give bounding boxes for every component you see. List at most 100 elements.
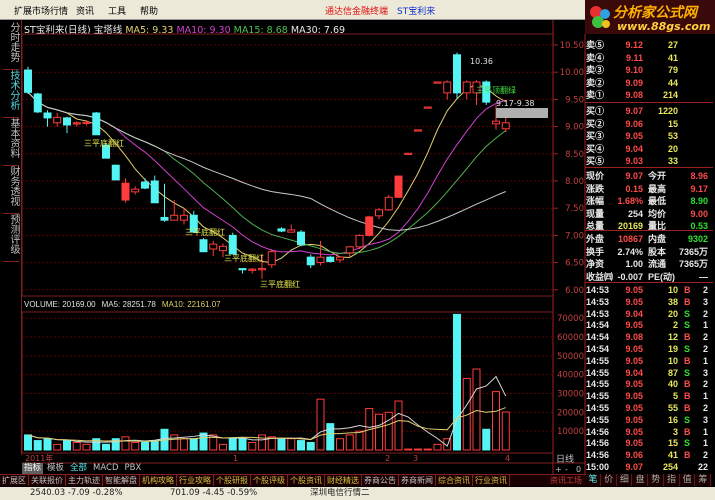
tick-tab[interactable]: 势 bbox=[649, 474, 664, 486]
tab-financials[interactable]: 财务透视 bbox=[3, 166, 19, 214]
top-signal-label: 三平顶翻绿 bbox=[476, 86, 516, 95]
candle bbox=[24, 66, 32, 94]
candle bbox=[394, 175, 403, 198]
candle-body bbox=[170, 214, 179, 221]
volume-bar bbox=[131, 441, 140, 451]
trade-tick-cell: B bbox=[684, 450, 691, 461]
tab-all[interactable]: 全部 bbox=[70, 463, 88, 473]
reset-button[interactable]: 0 bbox=[576, 465, 581, 474]
ext-tab[interactable]: 智能解盘 bbox=[103, 475, 140, 486]
ext-tab[interactable]: 主力轨迹 bbox=[66, 475, 103, 486]
tick-tab[interactable]: 筹 bbox=[696, 474, 711, 486]
candle bbox=[404, 152, 413, 155]
tab-technical[interactable]: 技术分析 bbox=[3, 70, 19, 118]
trade-tick-cell: S bbox=[684, 438, 691, 449]
trade-tick-cell: 1 bbox=[702, 438, 708, 449]
quote-row-cell: 最高 bbox=[648, 183, 667, 194]
ext-tab[interactable]: 机构攻略 bbox=[140, 475, 177, 486]
zoom-in-button[interactable]: + bbox=[555, 465, 562, 474]
tick-tab[interactable]: 笔 bbox=[586, 474, 601, 486]
target-range-box bbox=[496, 108, 548, 118]
candle-body bbox=[180, 214, 188, 221]
ext-tab[interactable]: 个股资讯 bbox=[288, 475, 325, 486]
ext-tab[interactable]: 券商新闻 bbox=[399, 475, 436, 486]
tick-tab[interactable]: 指 bbox=[665, 474, 680, 486]
extension-tab-strip: 扩展区 关联报价 主力轨迹 智能解盘 机构攻略 行业攻略 个股研报 个股评级 个股资讯 财经精选券… bbox=[0, 475, 510, 486]
volume-bar bbox=[63, 440, 71, 451]
tab-intraday[interactable]: 分时走势 bbox=[3, 22, 19, 70]
period-label[interactable]: 日线 bbox=[556, 453, 574, 465]
candle-body bbox=[209, 243, 218, 250]
quote-row: 换手 2.74% 股本 7365万 bbox=[586, 246, 712, 258]
tick-tab[interactable]: 细 bbox=[617, 474, 633, 486]
trade-tick: 14:55 9.05 40 B 2 bbox=[586, 378, 712, 390]
menu-news[interactable]: 资讯 bbox=[76, 7, 95, 17]
bid-level-cell: 9.03 bbox=[625, 156, 643, 166]
trade-tick-cell: S bbox=[684, 344, 691, 354]
trade-tick-cell: 14:54 bbox=[586, 320, 610, 331]
tab-fundamentals[interactable]: 基本资料 bbox=[3, 118, 19, 166]
ext-tab[interactable]: 个股评级 bbox=[251, 475, 288, 486]
trade-tick-cell: 14:54 bbox=[586, 332, 610, 343]
trade-tick-cell: 14:56 bbox=[586, 450, 610, 461]
ma15-value: MA15: 8.68 bbox=[233, 25, 288, 36]
tab-indicator[interactable]: 指标 bbox=[22, 463, 44, 474]
candle-body bbox=[189, 214, 198, 233]
volume-bar bbox=[209, 434, 218, 451]
info-workshop-button[interactable]: 资讯工场 bbox=[550, 476, 582, 485]
ext-tab[interactable]: 关联报价 bbox=[29, 475, 66, 486]
tab-template[interactable]: 模板 bbox=[47, 463, 65, 473]
ext-tab[interactable]: 个股研报 bbox=[214, 475, 251, 486]
ext-tab[interactable]: 扩展区 bbox=[0, 475, 29, 486]
tick-tab[interactable]: 盘 bbox=[633, 474, 649, 486]
volume-bar bbox=[384, 411, 393, 451]
ext-tab[interactable]: 综合资讯 bbox=[436, 475, 473, 486]
candle-body bbox=[414, 129, 422, 132]
volume-bar bbox=[375, 413, 383, 451]
quote-row-cell: 7365万 bbox=[678, 259, 708, 270]
volume-bar bbox=[287, 438, 296, 451]
x-label-year: 2011年 bbox=[25, 453, 53, 463]
candle-body bbox=[316, 256, 325, 264]
ext-tab[interactable]: 财经精选 bbox=[325, 475, 362, 486]
status-bar: 2540.03 -7.09 -0.28% 701.09 -4.45 -0.59%… bbox=[0, 487, 715, 500]
quote-row: 涨跌 0.15 最高 9.17 bbox=[586, 183, 712, 195]
volume-axis-label: 70000 bbox=[557, 314, 584, 324]
volume-bar bbox=[492, 391, 500, 451]
candle bbox=[180, 208, 188, 225]
candle bbox=[92, 111, 101, 136]
tab-macd[interactable]: MACD bbox=[93, 463, 119, 473]
quote-row-cell: 股本 bbox=[648, 246, 667, 257]
volume-bar bbox=[24, 434, 32, 451]
trade-tick: 14:54 9.05 19 S 2 bbox=[586, 343, 712, 355]
trade-tick-cell: 2 bbox=[702, 285, 708, 295]
ext-tab[interactable]: 行业攻略 bbox=[177, 475, 214, 486]
tick-tabs: 笔价细盘势指值筹 bbox=[586, 474, 712, 486]
quote-row-cell: 9302 bbox=[687, 234, 708, 244]
tab-forecast[interactable]: 预测评级 bbox=[3, 214, 19, 262]
zoom-out-button[interactable]: - bbox=[565, 465, 568, 474]
tick-tab[interactable]: 价 bbox=[602, 474, 617, 486]
menu-market[interactable]: 扩展市场行情 bbox=[14, 7, 69, 17]
trade-tick-cell: B bbox=[684, 391, 691, 402]
trade-tick-cell: 1 bbox=[702, 391, 708, 402]
trade-tick-cell: 9.05 bbox=[625, 403, 643, 413]
trade-tick-cell: S bbox=[684, 414, 691, 425]
volume-bar bbox=[462, 377, 471, 451]
ma5-value: MA5: 9.33 bbox=[125, 25, 174, 36]
candle-body bbox=[141, 181, 149, 189]
trade-tick-cell: 41 bbox=[667, 450, 678, 461]
candle-body bbox=[24, 69, 32, 93]
tab-pbx[interactable]: PBX bbox=[124, 463, 142, 473]
ext-tab[interactable]: 券商公告 bbox=[362, 475, 399, 486]
trade-tick-cell: B bbox=[684, 426, 691, 437]
tick-tab[interactable]: 值 bbox=[680, 474, 696, 486]
candle-body bbox=[150, 180, 159, 204]
menu-tools[interactable]: 工具 bbox=[108, 7, 127, 17]
ext-tab[interactable]: 行业资讯 bbox=[473, 475, 510, 486]
candle-body bbox=[345, 246, 354, 254]
menu-help[interactable]: 帮助 bbox=[140, 7, 159, 17]
candle bbox=[345, 246, 354, 258]
ask-level-cell: 卖⑤ bbox=[586, 40, 605, 50]
